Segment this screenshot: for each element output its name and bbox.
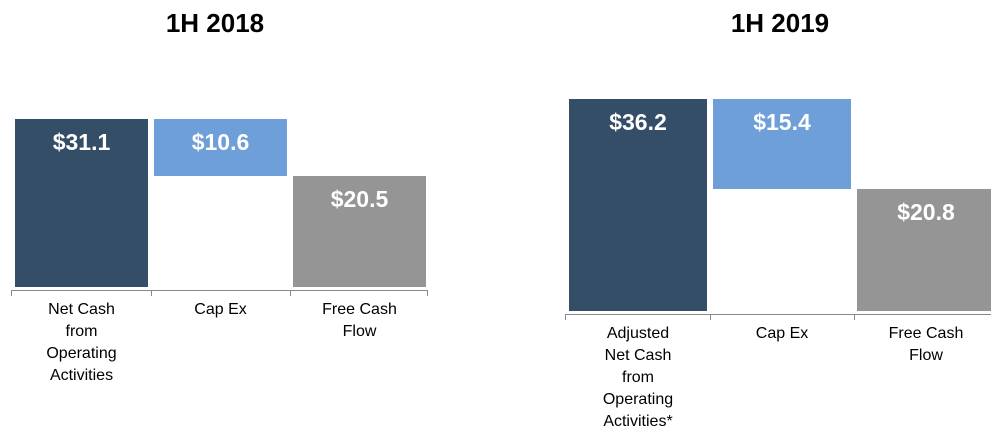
value-label: $36.2 xyxy=(609,108,667,135)
x-tick xyxy=(151,290,152,296)
bar xyxy=(15,119,148,287)
category-label: Free Cash Flow xyxy=(888,325,964,364)
value-label: $10.6 xyxy=(191,129,250,156)
category-label: Cap Ex xyxy=(755,325,809,342)
category-label: Net Cash from Operating Activities xyxy=(46,301,117,384)
bar xyxy=(154,119,287,177)
chart-title: 1H 2018 xyxy=(165,8,265,38)
bar xyxy=(857,189,991,311)
x-tick xyxy=(854,314,855,320)
x-tick xyxy=(290,290,291,296)
value-label: $15.4 xyxy=(753,108,811,135)
x-tick xyxy=(427,290,428,296)
value-label: $20.8 xyxy=(897,199,955,226)
bar xyxy=(569,98,707,311)
category-label: Adjusted Net Cash from Operating Activit… xyxy=(602,325,674,430)
x-axis xyxy=(11,290,428,291)
value-label: $31.1 xyxy=(52,129,111,156)
category-label: Cap Ex xyxy=(194,301,247,318)
x-tick xyxy=(710,314,711,320)
bar xyxy=(293,176,426,287)
category-label: Free Cash Flow xyxy=(322,301,397,340)
x-tick xyxy=(11,290,12,296)
value-label: $20.5 xyxy=(330,186,389,213)
bar xyxy=(713,98,851,190)
x-tick xyxy=(565,314,566,320)
x-axis xyxy=(565,314,991,315)
chart-title: 1H 2019 xyxy=(730,8,830,38)
